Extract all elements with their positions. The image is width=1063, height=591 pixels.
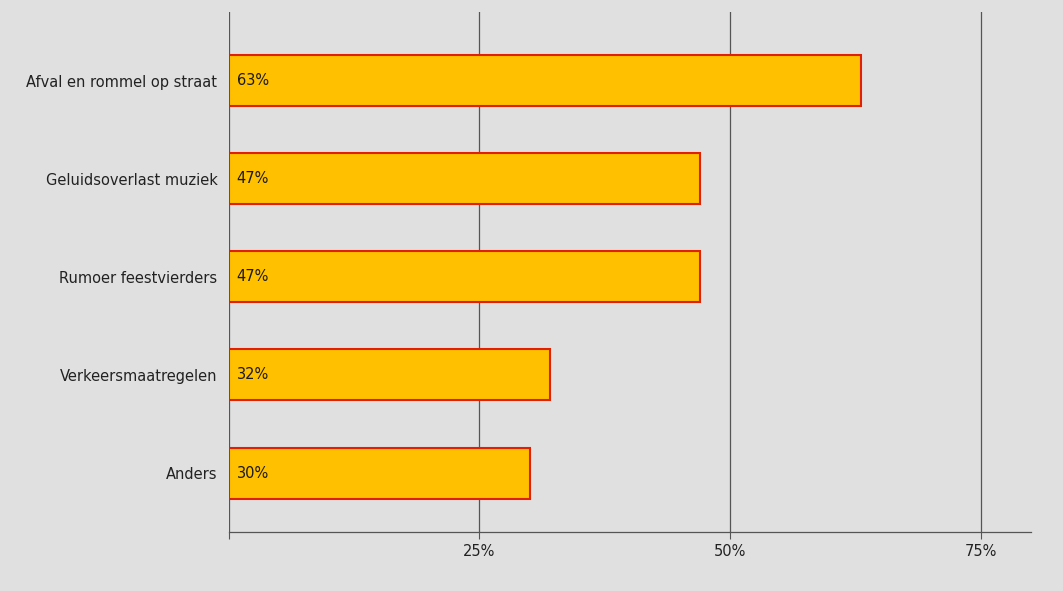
Bar <box>229 349 550 401</box>
Text: 47%: 47% <box>237 269 269 284</box>
Bar <box>229 447 529 499</box>
Text: 63%: 63% <box>237 73 269 88</box>
Text: 47%: 47% <box>237 171 269 186</box>
Text: 30%: 30% <box>237 466 269 480</box>
Text: 32%: 32% <box>237 368 269 382</box>
Bar <box>229 153 701 204</box>
Bar <box>229 251 701 302</box>
Bar <box>229 55 861 106</box>
